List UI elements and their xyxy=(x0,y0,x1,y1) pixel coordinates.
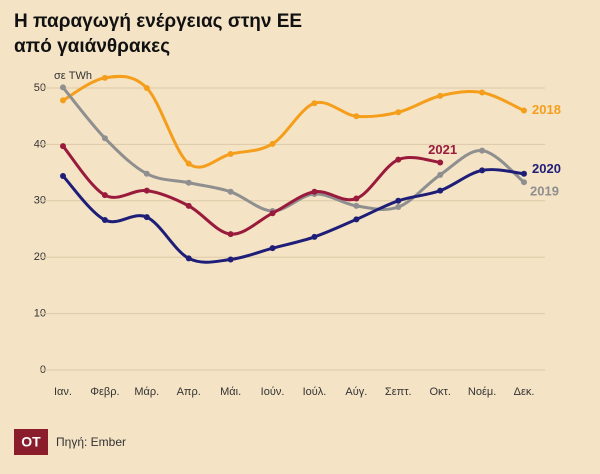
point xyxy=(521,179,527,186)
point xyxy=(101,135,108,142)
x-tick-label: Απρ. xyxy=(177,386,201,398)
line xyxy=(61,86,525,213)
point xyxy=(60,172,66,179)
x-tick-label: Οκτ. xyxy=(429,386,450,398)
point xyxy=(353,216,360,223)
point xyxy=(353,195,360,202)
line xyxy=(61,168,525,264)
logo: OT xyxy=(21,434,41,450)
point xyxy=(227,231,234,238)
point xyxy=(437,171,444,178)
point xyxy=(143,170,150,177)
x-tick-label: Αύγ. xyxy=(345,386,367,398)
point xyxy=(185,179,192,186)
y-tick-label: 10 xyxy=(34,308,46,320)
x-tick-label: Σεπτ. xyxy=(385,386,412,398)
point xyxy=(269,245,276,252)
x-tick-label: Μάρ. xyxy=(134,386,159,398)
point xyxy=(227,150,234,157)
y-tick-label: 50 xyxy=(34,82,46,94)
x-tick-label: Δεκ. xyxy=(514,386,535,398)
point xyxy=(311,100,318,107)
x-tick-label: Νοέμ. xyxy=(468,386,496,398)
series-label: 2021 xyxy=(428,142,457,157)
point xyxy=(395,156,402,163)
point xyxy=(479,147,486,154)
point xyxy=(60,84,66,91)
y-tick-label: 40 xyxy=(34,138,46,150)
point xyxy=(353,113,360,120)
point xyxy=(143,187,150,194)
x-tick-label: Φεβρ. xyxy=(90,386,119,398)
series-label: 2019 xyxy=(530,184,559,199)
chart-title: Η παραγωγή ενέργειας στην ΕΕ xyxy=(14,11,302,32)
point xyxy=(437,187,444,194)
point xyxy=(185,202,192,209)
point xyxy=(101,74,108,81)
point xyxy=(60,143,66,150)
chart-title: από γαιάνθρακες xyxy=(14,36,170,57)
point xyxy=(479,89,486,96)
source: Πηγή: Ember xyxy=(56,435,126,449)
y-tick-label: 30 xyxy=(34,195,46,207)
point xyxy=(395,109,402,116)
series-label: 2018 xyxy=(532,102,561,117)
line xyxy=(61,145,441,236)
point xyxy=(311,188,318,195)
point xyxy=(437,159,444,166)
x-tick-label: Ιούν. xyxy=(261,386,285,398)
x-tick-label: Ιαν. xyxy=(54,386,72,398)
point xyxy=(437,92,444,99)
point xyxy=(143,85,150,91)
unit-label: σε TWh xyxy=(54,70,92,82)
point xyxy=(269,140,276,147)
point xyxy=(521,170,527,177)
point xyxy=(101,216,108,223)
point xyxy=(395,197,402,204)
point xyxy=(101,192,108,199)
x-tick-label: Ιούλ. xyxy=(303,386,327,398)
point xyxy=(353,202,360,209)
point xyxy=(227,256,234,263)
point xyxy=(269,210,276,217)
point xyxy=(311,233,318,240)
y-tick-label: 20 xyxy=(34,251,46,263)
logo-box xyxy=(14,429,48,455)
point xyxy=(227,188,234,195)
series-label: 2020 xyxy=(532,161,561,176)
x-tick-label: Μάι. xyxy=(220,386,241,398)
point xyxy=(479,167,486,174)
point xyxy=(185,255,192,262)
point xyxy=(185,160,192,167)
point xyxy=(143,214,150,221)
point xyxy=(60,97,66,104)
point xyxy=(521,107,527,114)
point xyxy=(395,204,402,211)
